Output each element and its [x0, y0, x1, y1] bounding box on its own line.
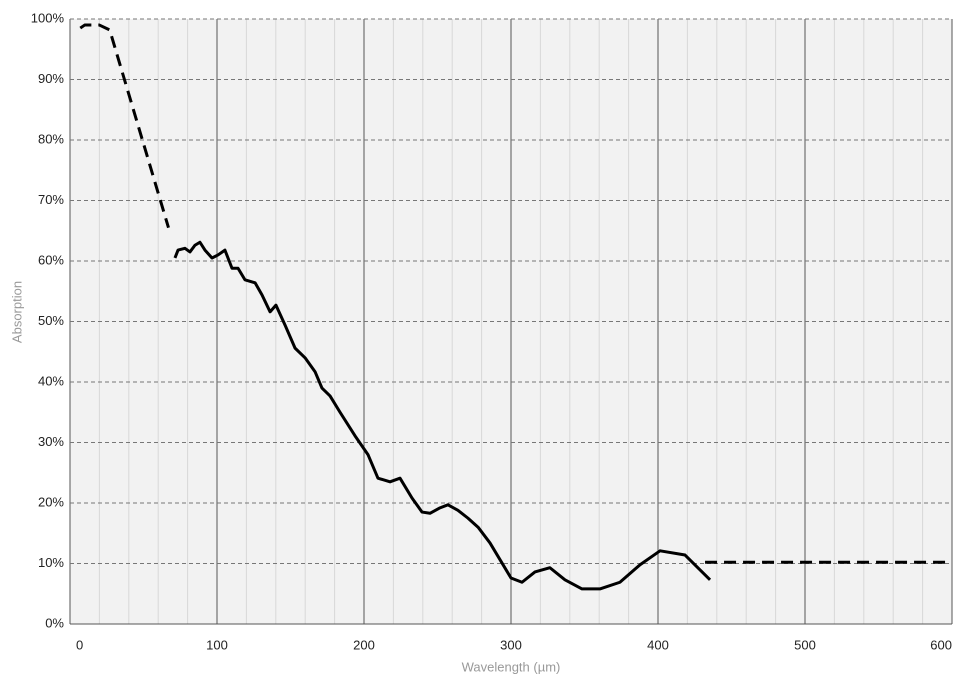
- y-tick-label: 10%: [38, 555, 64, 570]
- y-tick-label: 40%: [38, 373, 64, 388]
- x-tick-label: 500: [794, 637, 816, 652]
- y-tick-label: 30%: [38, 434, 64, 449]
- x-tick-label: 100: [206, 637, 228, 652]
- line: [173, 240, 712, 591]
- line: [79, 23, 170, 229]
- x-tick-label: 300: [500, 637, 522, 652]
- y-tick-label: 70%: [38, 192, 64, 207]
- x-tick-label: 200: [353, 637, 375, 652]
- y-tick-label: 0%: [45, 615, 64, 630]
- y-tick-label: 20%: [38, 494, 64, 509]
- y-tick-label: 60%: [38, 252, 64, 267]
- x-tick-label: 400: [647, 637, 669, 652]
- x-axis-label: Wavelength (µm): [462, 659, 561, 674]
- x-tick-label: 600: [930, 637, 952, 652]
- y-tick-label: 80%: [38, 131, 64, 146]
- y-tick-label: 50%: [38, 313, 64, 328]
- y-tick-label: 90%: [38, 71, 64, 86]
- y-tick-label: 100%: [31, 10, 65, 25]
- x-tick-label: 0: [76, 637, 83, 652]
- y-axis-label: Absorption: [9, 281, 24, 343]
